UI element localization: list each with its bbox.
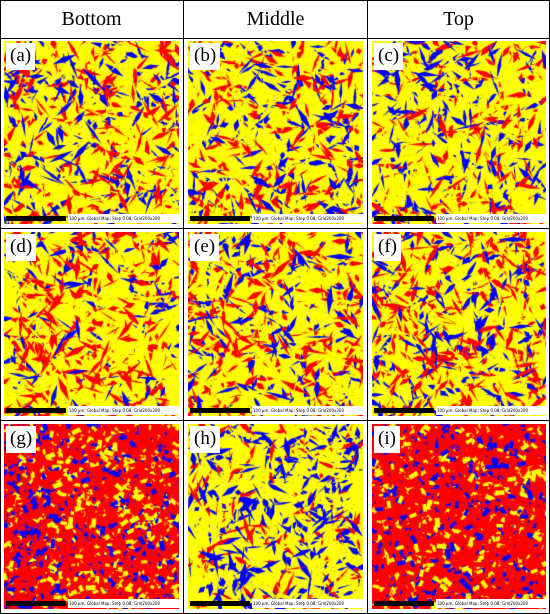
scale-bar — [190, 601, 250, 606]
panel-h: (h) 100 µm; Global Map; Step 0.08; Grid2… — [188, 424, 363, 609]
scale-caption: 100 µm; Global Map; Step 0.08; Grid200x2… — [68, 406, 179, 415]
frame-left-line — [0, 0, 1, 614]
phase-map-image — [4, 41, 179, 224]
phase-map-image — [188, 232, 363, 416]
column-header-bottom: Bottom — [61, 7, 122, 30]
scale-bar — [6, 216, 66, 221]
column-header-middle: Middle — [246, 7, 305, 30]
panel-c: (c) 100 µm; Global Map; Step 0.08; Grid2… — [372, 41, 546, 224]
scale-caption: 100 µm; Global Map; Step 0.08; Grid200x2… — [252, 406, 363, 415]
panel-g: (g) 100 µm; Global Map; Step 0.08; Grid2… — [4, 424, 179, 609]
phase-map-image — [4, 232, 179, 416]
panel-a: (a) 100 µm; Global Map; Step 0.08; Grid2… — [4, 41, 179, 224]
scale-bar — [374, 408, 434, 413]
scale-bar — [374, 216, 434, 221]
phase-map-image — [372, 424, 546, 609]
frame-header-line — [0, 38, 550, 39]
panel-label: (f) — [374, 234, 401, 261]
scale-caption: 100 µm; Global Map; Step 0.08; Grid200x2… — [252, 214, 363, 223]
frame-top-line — [0, 0, 550, 1]
panel-b: (b) 100 µm; Global Map; Step 0.08; Grid2… — [188, 41, 363, 224]
scale-caption: 100 µm; Global Map; Step 0.08; Grid200x2… — [68, 214, 179, 223]
scale-caption: 100 µm; Global Map; Step 0.08; Grid200x2… — [436, 406, 546, 415]
frame-row2-divider — [0, 420, 550, 421]
phase-map-image — [188, 41, 363, 224]
panel-e: (e) 100 µm; Global Map; Step 0.08; Grid2… — [188, 232, 363, 416]
panel-label: (e) — [190, 234, 220, 261]
frame-row1-divider — [0, 228, 550, 229]
column-header-top: Top — [443, 7, 474, 30]
frame-col1-divider — [183, 0, 184, 614]
scale-caption: 100 µm; Global Map; Step 0.08; Grid200x2… — [436, 214, 546, 223]
panel-i: (i) 100 µm; Global Map; Step 0.08; Grid2… — [372, 424, 546, 609]
scale-caption: 100 µm; Global Map; Step 0.08; Grid200x2… — [68, 599, 179, 608]
scale-bar — [190, 408, 250, 413]
panel-label: (i) — [374, 426, 400, 453]
scale-caption: 100 µm; Global Map; Step 0.08; Grid200x2… — [252, 599, 363, 608]
frame-col2-divider — [367, 0, 368, 614]
panel-label: (a) — [6, 43, 36, 70]
scale-bar — [6, 601, 66, 606]
phase-map-image — [4, 424, 179, 609]
panel-f: (f) 100 µm; Global Map; Step 0.08; Grid2… — [372, 232, 546, 416]
phase-map-image — [372, 41, 546, 224]
panel-label: (c) — [374, 43, 404, 70]
scale-caption: 100 µm; Global Map; Step 0.08; Grid200x2… — [436, 599, 546, 608]
scale-bar — [6, 408, 66, 413]
scale-bar — [374, 601, 434, 606]
phase-map-image — [372, 232, 546, 416]
panel-label: (d) — [6, 234, 37, 261]
panel-label: (b) — [190, 43, 221, 70]
panel-d: (d) 100 µm; Global Map; Step 0.08; Grid2… — [4, 232, 179, 416]
panel-label: (g) — [6, 426, 37, 453]
phase-map-image — [188, 424, 363, 609]
scale-bar — [190, 216, 250, 221]
panel-label: (h) — [190, 426, 221, 453]
